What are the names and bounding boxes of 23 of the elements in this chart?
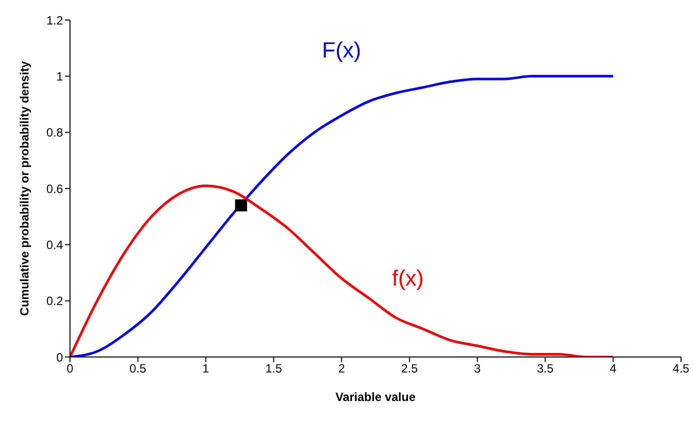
y-tick-label: 1.2 — [46, 13, 64, 28]
y-tick-label: 0 — [56, 350, 64, 364]
y-tick-label: 1 — [56, 69, 64, 84]
x-tick-label: 0 — [66, 362, 74, 376]
x-tick-label: 1.5 — [265, 362, 282, 376]
series-label: f(x) — [392, 266, 424, 291]
line-series — [70, 184, 614, 357]
x-tick-label: 3 — [474, 362, 481, 376]
x-tick-label: 2.5 — [401, 362, 418, 376]
y-axis-title: Cumulative probability or probability density — [17, 60, 32, 316]
y-tick-label: 0.8 — [46, 126, 64, 140]
x-tick-label: 2 — [338, 362, 346, 376]
x-tick-label: 4 — [610, 362, 617, 376]
x-axis-title: Variable value — [335, 390, 416, 404]
x-tick-label: 3.5 — [536, 362, 554, 376]
y-tick-label: 0.2 — [46, 294, 64, 308]
x-tick-label: 4.5 — [672, 362, 690, 376]
y-tick-label: 0.6 — [46, 182, 64, 196]
series-label: F(x) — [322, 37, 362, 62]
x-tick-label: 0.5 — [130, 362, 147, 376]
y-tick-label: 0.4 — [46, 238, 64, 252]
line-series — [70, 74, 614, 357]
x-tick-label: 1 — [202, 362, 210, 376]
